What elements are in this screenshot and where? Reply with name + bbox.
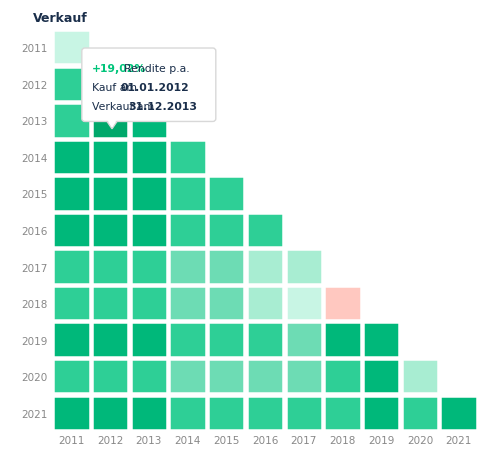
Text: 01.01.2012: 01.01.2012 — [120, 83, 189, 93]
Bar — [53, 140, 90, 175]
Bar — [91, 177, 128, 211]
Bar — [91, 104, 128, 138]
Bar — [53, 177, 90, 211]
Bar — [439, 396, 476, 430]
Bar — [169, 323, 205, 357]
Bar — [130, 250, 166, 284]
Bar — [208, 323, 244, 357]
Bar — [246, 250, 283, 284]
Bar — [362, 323, 398, 357]
Bar — [285, 359, 321, 393]
Bar — [324, 359, 360, 393]
Bar — [246, 213, 283, 248]
Text: +19,02%: +19,02% — [91, 64, 146, 74]
Bar — [53, 250, 90, 284]
Bar — [53, 359, 90, 393]
Bar — [91, 140, 128, 175]
Bar — [401, 396, 437, 430]
Bar — [208, 250, 244, 284]
Bar — [91, 323, 128, 357]
Bar — [91, 359, 128, 393]
Polygon shape — [105, 119, 119, 129]
Bar — [53, 104, 90, 138]
Bar — [169, 213, 205, 248]
Bar — [91, 286, 128, 320]
Bar — [401, 359, 437, 393]
Bar — [130, 177, 166, 211]
Bar — [53, 67, 90, 102]
Bar — [285, 323, 321, 357]
Bar — [285, 396, 321, 430]
Bar — [246, 286, 283, 320]
Bar — [130, 140, 166, 175]
Bar — [246, 396, 283, 430]
FancyBboxPatch shape — [82, 49, 215, 122]
Bar — [169, 140, 205, 175]
Bar — [324, 396, 360, 430]
Bar — [130, 359, 166, 393]
Bar — [169, 250, 205, 284]
Text: Verkauf: Verkauf — [32, 11, 87, 24]
Bar — [362, 396, 398, 430]
Bar — [53, 286, 90, 320]
Bar — [208, 177, 244, 211]
Bar — [130, 213, 166, 248]
Bar — [208, 213, 244, 248]
Bar — [362, 359, 398, 393]
Polygon shape — [106, 119, 117, 127]
Bar — [208, 286, 244, 320]
Bar — [53, 31, 90, 65]
Bar — [130, 323, 166, 357]
Bar — [285, 250, 321, 284]
Bar — [91, 213, 128, 248]
Bar — [169, 286, 205, 320]
Text: Verkauf am: Verkauf am — [91, 102, 154, 112]
Bar — [208, 396, 244, 430]
Bar — [169, 359, 205, 393]
Bar — [169, 396, 205, 430]
Bar — [91, 396, 128, 430]
Bar — [324, 286, 360, 320]
Bar — [324, 323, 360, 357]
Bar — [169, 177, 205, 211]
Bar — [91, 250, 128, 284]
Bar — [91, 67, 128, 102]
Text: Rendite p.a.: Rendite p.a. — [124, 64, 189, 74]
Bar — [130, 396, 166, 430]
Bar — [53, 323, 90, 357]
Text: Kauf am: Kauf am — [91, 83, 136, 93]
Bar — [208, 359, 244, 393]
Bar — [246, 323, 283, 357]
Text: 31.12.2013: 31.12.2013 — [128, 102, 197, 112]
Bar — [53, 396, 90, 430]
Bar — [130, 286, 166, 320]
Bar — [130, 104, 166, 138]
Bar — [285, 286, 321, 320]
Bar — [53, 213, 90, 248]
Bar — [246, 359, 283, 393]
